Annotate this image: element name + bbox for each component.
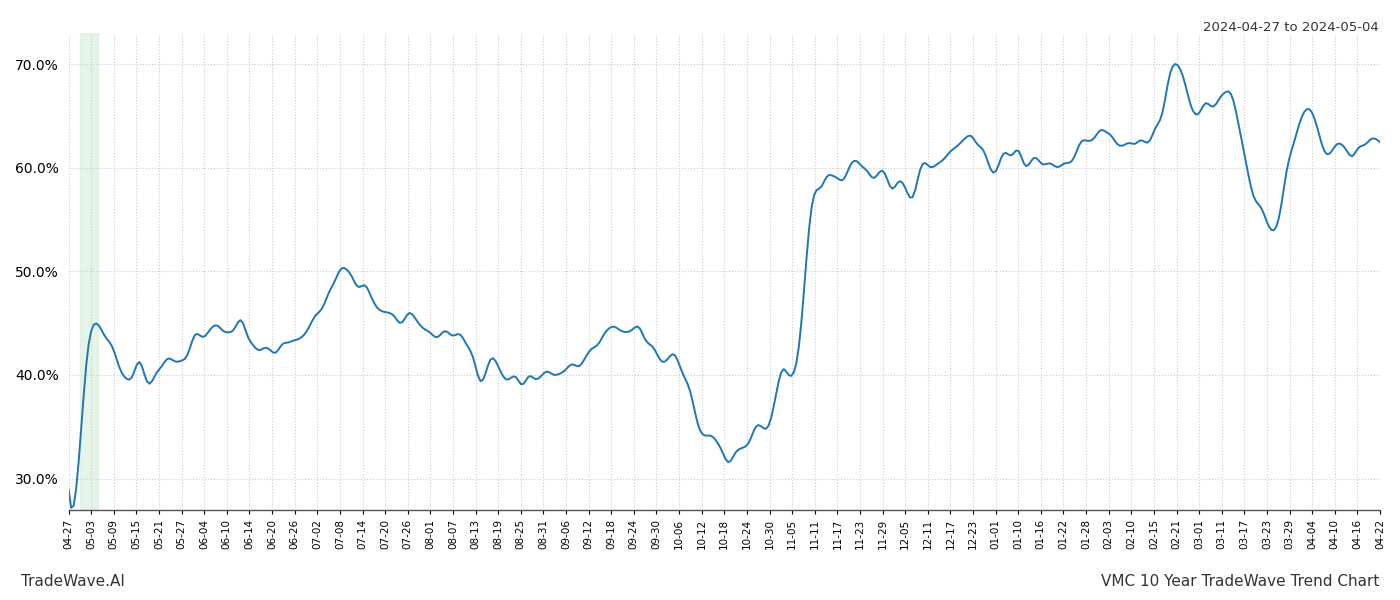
Text: VMC 10 Year TradeWave Trend Chart: VMC 10 Year TradeWave Trend Chart — [1100, 574, 1379, 589]
Text: TradeWave.AI: TradeWave.AI — [21, 574, 125, 589]
Bar — [80, 33, 98, 510]
Text: 2024-04-27 to 2024-05-04: 2024-04-27 to 2024-05-04 — [1203, 21, 1379, 34]
